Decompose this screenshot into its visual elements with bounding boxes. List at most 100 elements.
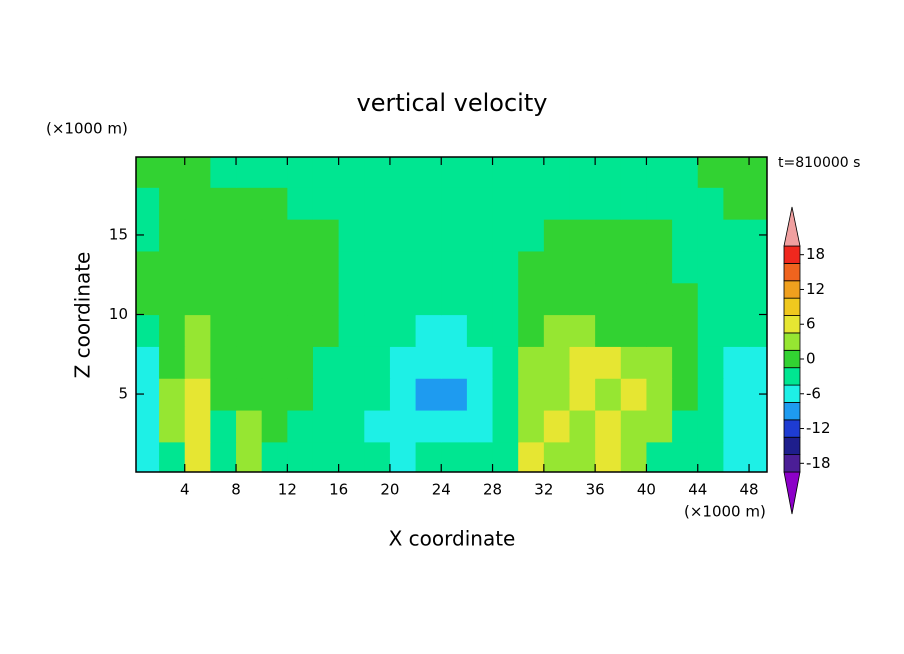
field-cell xyxy=(261,314,288,347)
field-cell xyxy=(261,378,288,411)
field-cell xyxy=(389,187,417,220)
field-cell xyxy=(595,346,622,379)
field-cell xyxy=(646,409,673,443)
x-tick-label: 44 xyxy=(688,481,707,499)
colorbar-box xyxy=(783,262,801,282)
field-cell xyxy=(492,250,519,284)
x-tick-label: 12 xyxy=(278,481,297,499)
field-cell xyxy=(364,314,391,347)
field-cell xyxy=(595,282,622,316)
field-cell xyxy=(415,219,442,252)
field-cell xyxy=(210,282,237,316)
field-cell xyxy=(389,441,417,472)
field-cell xyxy=(415,409,442,443)
field-cell xyxy=(312,157,340,188)
field-cell xyxy=(749,441,767,472)
field-cell xyxy=(159,219,186,252)
field-cell xyxy=(466,346,494,379)
field-cell xyxy=(136,187,160,220)
field-cell xyxy=(749,314,767,347)
field-cell xyxy=(492,378,519,411)
field-cell xyxy=(338,378,365,411)
field-cell xyxy=(518,250,545,284)
field-cell xyxy=(466,157,494,188)
field-cell xyxy=(136,314,160,347)
field-cell xyxy=(184,441,211,472)
field-cell xyxy=(620,187,648,220)
field-cell xyxy=(646,187,673,220)
x-tick-label: 16 xyxy=(329,481,348,499)
field-cell xyxy=(261,157,288,188)
field-cell xyxy=(287,378,314,411)
field-cell xyxy=(159,314,186,347)
field xyxy=(136,157,767,472)
field-cell xyxy=(338,441,365,472)
colorbar-box xyxy=(783,245,801,264)
field-cell xyxy=(595,409,622,443)
field-cell xyxy=(210,346,237,379)
colorbar-label: 0 xyxy=(806,350,816,368)
field-cell xyxy=(543,157,571,188)
field-cell xyxy=(415,441,442,472)
field-cell xyxy=(492,314,519,347)
field-cell xyxy=(312,250,340,284)
field-cell xyxy=(672,219,699,252)
field-cell xyxy=(338,157,365,188)
field-cell xyxy=(697,219,724,252)
field-cell xyxy=(338,346,365,379)
field-cell xyxy=(415,378,442,411)
field-cell xyxy=(236,441,263,472)
field-cell xyxy=(136,250,160,284)
field-cell xyxy=(672,250,699,284)
field-cell xyxy=(672,187,699,220)
y-unit: (×1000 m) xyxy=(46,120,128,138)
field-cell xyxy=(261,219,288,252)
field-cell xyxy=(312,378,340,411)
y-tick-label: 15 xyxy=(109,225,128,243)
field-cell xyxy=(595,219,622,252)
field-cell xyxy=(518,378,545,411)
field-cell xyxy=(518,157,545,188)
field-cell xyxy=(697,187,724,220)
field-cell xyxy=(338,314,365,347)
field-cell xyxy=(697,250,724,284)
field-cell xyxy=(569,346,596,379)
field-cell xyxy=(672,314,699,347)
field-cell xyxy=(236,314,263,347)
field-cell xyxy=(518,346,545,379)
field-cell xyxy=(287,250,314,284)
field-cell xyxy=(749,346,767,379)
field-cell xyxy=(672,441,699,472)
field-cell xyxy=(723,219,750,252)
field-cell xyxy=(184,314,211,347)
field-cell xyxy=(466,219,494,252)
x-tick-label: 40 xyxy=(637,481,656,499)
field-cell xyxy=(518,282,545,316)
x-tick-label: 32 xyxy=(534,481,553,499)
colorbar-box xyxy=(783,349,801,369)
field-cell xyxy=(697,157,724,188)
field-cell xyxy=(159,157,186,188)
field-cell xyxy=(415,346,442,379)
field-cell xyxy=(646,250,673,284)
field-cell xyxy=(312,187,340,220)
field-cell xyxy=(136,409,160,443)
colorbar-box xyxy=(783,332,801,351)
field-cell xyxy=(415,282,442,316)
field-cell xyxy=(543,314,571,347)
field-cell xyxy=(338,250,365,284)
field-cell xyxy=(261,409,288,443)
field-cell xyxy=(159,346,186,379)
field-cell xyxy=(723,409,750,443)
field-cell xyxy=(492,187,519,220)
field-cell xyxy=(672,282,699,316)
field-cell xyxy=(236,157,263,188)
field-cell xyxy=(441,187,468,220)
colorbar-label: -12 xyxy=(806,419,831,437)
field-cell xyxy=(749,187,767,220)
field-cell xyxy=(441,409,468,443)
field-cell xyxy=(543,219,571,252)
field-cell xyxy=(236,346,263,379)
annotation: t=810000 s xyxy=(778,155,860,171)
field-cell xyxy=(261,282,288,316)
